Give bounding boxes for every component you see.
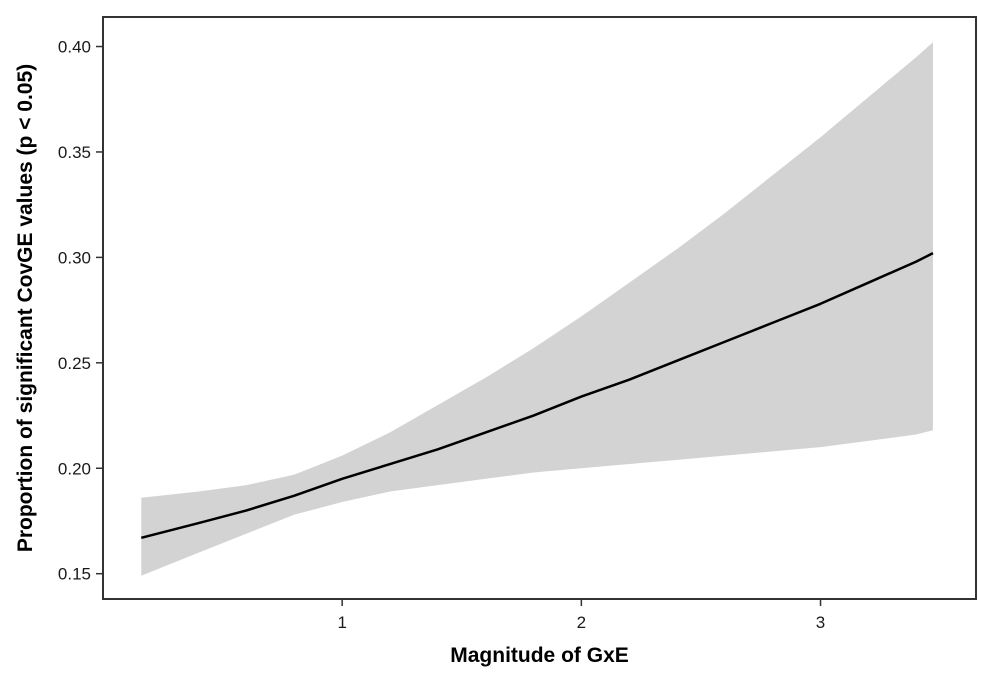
confidence-band-layer [141, 42, 933, 576]
x-axis-title: Magnitude of GxE [450, 644, 629, 667]
y-tick-label: 0.20 [58, 459, 91, 478]
y-tick-label: 0.30 [58, 248, 91, 267]
y-tick-label: 0.40 [58, 38, 91, 57]
series-line-layer [140, 252, 934, 540]
y-axis-title: Proportion of significant CovGE values (… [14, 64, 37, 552]
confidence-band [141, 42, 933, 576]
x-tick-label: 2 [577, 613, 586, 632]
plot-frame [102, 16, 977, 600]
y-tick-label: 0.15 [58, 565, 91, 584]
y-tick-label: 0.35 [58, 143, 91, 162]
axis-ticks-layer: 1 2 3 0.15 0.20 0.25 0.30 0.35 0.40 [58, 38, 825, 632]
x-tick-label: 1 [337, 613, 346, 632]
series-line [140, 252, 934, 540]
x-tick-label: 3 [816, 613, 825, 632]
y-tick-label: 0.25 [58, 354, 91, 373]
